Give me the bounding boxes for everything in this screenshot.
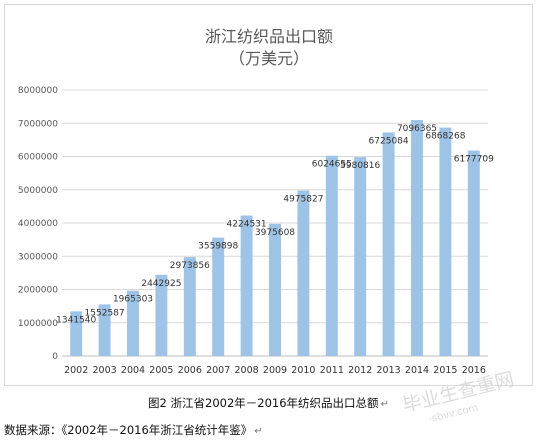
x-tick-label: 2014	[405, 365, 429, 376]
data-label-2002: 1341540	[56, 315, 96, 325]
x-tick-label: 2013	[377, 365, 401, 376]
y-tick-label: 7000000	[18, 119, 58, 129]
bar-2003	[98, 304, 111, 356]
source-text: 数据来源：《2002年－2016年浙江省统计年鉴》	[4, 423, 253, 437]
x-tick-label: 2011	[320, 365, 344, 376]
x-tick-label: 2016	[462, 365, 486, 376]
x-tick-label: 2004	[121, 365, 145, 376]
data-label-2010: 4975827	[283, 195, 323, 205]
bar-2009	[269, 223, 281, 356]
data-label-2008: 4224531	[227, 220, 267, 230]
y-tick-label: 2000000	[18, 286, 58, 296]
x-tick-label: 2009	[263, 365, 287, 376]
bar-2006	[183, 257, 196, 356]
x-tick-label: 2012	[348, 365, 372, 376]
bar-2010	[297, 190, 310, 356]
y-tick-label: 1000000	[18, 319, 58, 329]
y-tick-label: 8000000	[18, 86, 58, 96]
x-tick-label: 2005	[149, 365, 173, 376]
bar-2012	[354, 157, 367, 356]
data-label-2016: 6177709	[454, 155, 494, 165]
bar-2002	[70, 311, 83, 356]
bar-2008	[240, 215, 253, 356]
bar-2016	[467, 150, 480, 356]
y-tick-label: 6000000	[18, 153, 58, 163]
bar-2015	[439, 127, 452, 356]
data-label-2009: 3975608	[255, 228, 295, 238]
paragraph-mark-icon: ↵	[254, 426, 263, 437]
x-axis-ticks: 2002 2003 2004 2005 2006 2007 2008 2009 2010 2011…	[64, 365, 486, 376]
data-label-2004: 1965303	[113, 295, 153, 305]
x-tick-label: 2008	[235, 365, 259, 376]
caption-text: 图2 浙江省2002年－2016年纺织品出口总额	[148, 396, 379, 410]
data-label-2006: 2973856	[170, 261, 210, 271]
bars	[70, 120, 480, 356]
bar-2007	[212, 237, 225, 356]
x-tick-label: 2002	[64, 365, 88, 376]
watermark: 毕业生查重网 ·sbvv.com	[400, 368, 516, 424]
y-tick-label: 4000000	[18, 219, 58, 229]
paragraph-mark-icon: ↵	[380, 399, 389, 410]
y-tick-label: 0	[52, 352, 58, 362]
data-label-2015: 6868268	[425, 132, 465, 142]
data-label-2007: 3559898	[198, 242, 238, 252]
x-tick-label: 2006	[178, 365, 202, 376]
chart-subtitle: （万美元）	[229, 49, 309, 68]
figure-caption: 图2 浙江省2002年－2016年纺织品出口总额 ↵	[0, 395, 537, 411]
x-tick-label: 2015	[433, 365, 457, 376]
data-label-2012: 5980816	[340, 161, 380, 171]
data-label-2005: 2442925	[141, 279, 181, 289]
chart-title: 浙江纺织品出口额	[205, 27, 333, 46]
data-label-2011: 6024655	[312, 160, 352, 170]
x-tick-label: 2003	[93, 365, 117, 376]
data-source-note: 数据来源：《2002年－2016年浙江省统计年鉴》 ↵	[4, 422, 263, 438]
data-label-2003: 1552587	[85, 308, 125, 318]
y-tick-label: 3000000	[18, 252, 58, 262]
chart-frame: 浙江纺织品出口额 （万美元） 0 1000000 2000000 3000000 400…	[4, 4, 533, 386]
data-label-2014: 7096365	[397, 124, 437, 134]
x-tick-label: 2010	[291, 365, 315, 376]
bar-2005	[155, 274, 168, 356]
y-tick-label: 5000000	[18, 186, 58, 196]
data-label-2013: 6725084	[369, 136, 409, 146]
bar-2013	[382, 132, 395, 356]
y-axis-ticks: 0 1000000 2000000 3000000 4000000 5000000 6000…	[18, 86, 58, 362]
x-tick-label: 2007	[206, 365, 230, 376]
bar-2004	[127, 290, 139, 356]
bar-chart: 浙江纺织品出口额 （万美元） 0 1000000 2000000 3000000 400…	[18, 27, 494, 376]
bar-2014	[411, 120, 423, 356]
bar-2011	[325, 155, 338, 356]
